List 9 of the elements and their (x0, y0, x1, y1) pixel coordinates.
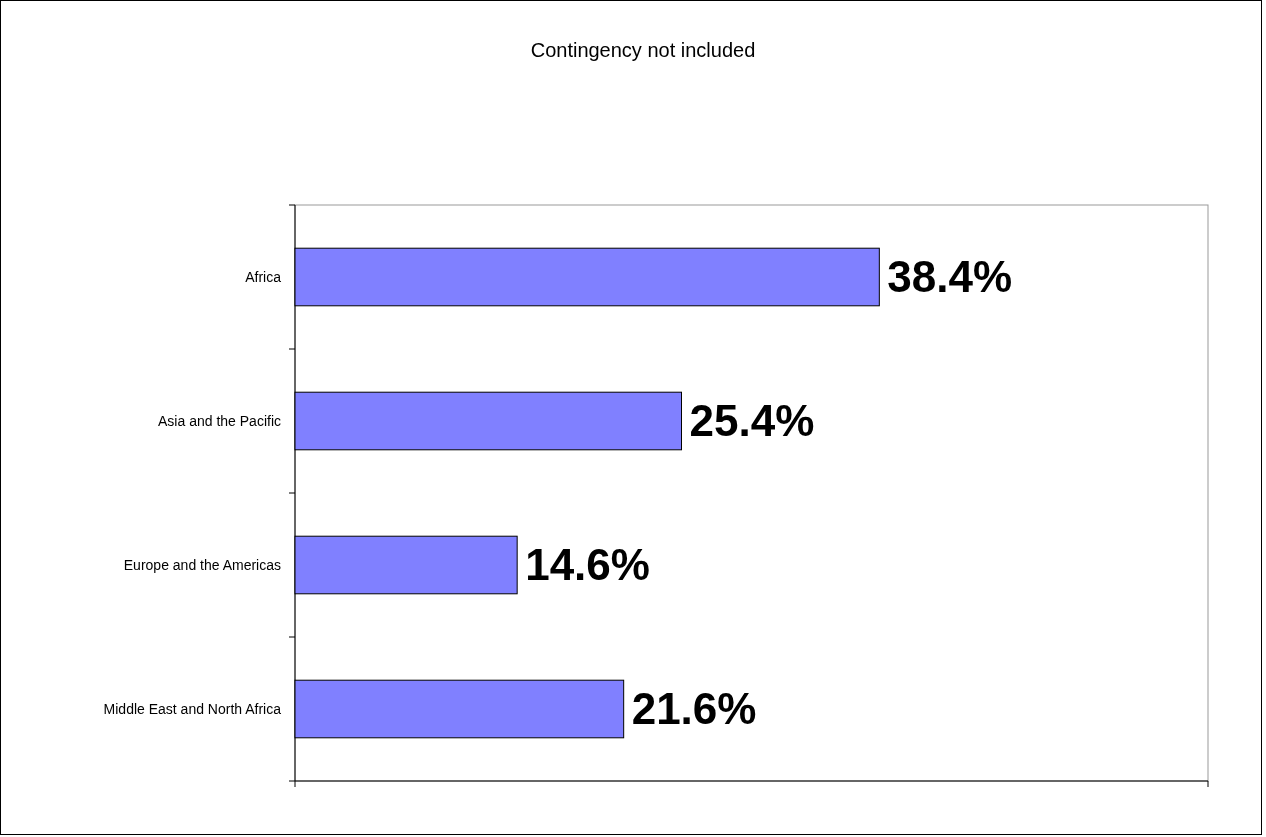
y-tick-label: Middle East and North Africa (103, 700, 282, 717)
y-tick-label: Asia and the Pacific (158, 412, 281, 429)
data-label: 21.6% (631, 684, 757, 734)
y-tick-label: Africa (245, 268, 282, 285)
data-label: 38.4% (887, 252, 1013, 302)
data-label: 14.6% (525, 540, 650, 590)
data-label: 25.4% (689, 396, 815, 446)
y-tick-label: Europe and the Americas (123, 556, 281, 573)
chart-title: Contingency not included (530, 39, 756, 61)
